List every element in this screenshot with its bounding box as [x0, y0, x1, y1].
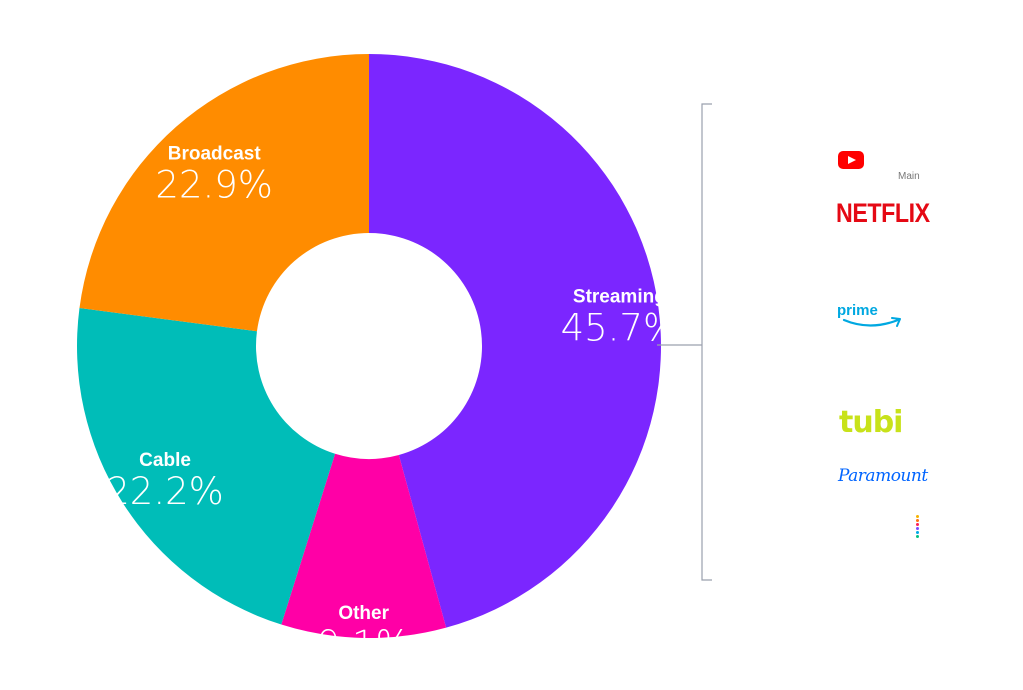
slice-value-cable: 22.2% — [106, 470, 224, 513]
slice-cable — [76, 308, 336, 625]
peacock-dot — [916, 527, 919, 530]
slice-name-other: Other — [338, 603, 389, 624]
slice-broadcast — [79, 54, 369, 332]
peacock-dot — [916, 531, 919, 534]
slice-name-broadcast: Broadcast — [168, 144, 262, 165]
prime-smile-icon — [842, 317, 901, 327]
slice-name-streaming: Streaming — [573, 286, 666, 307]
slice-value-other: 9.1% — [317, 623, 411, 666]
peacock-dot — [916, 523, 919, 526]
youtube-main-label: Main — [898, 171, 920, 182]
slice-name-cable: Cable — [139, 450, 191, 471]
peacock-dot — [916, 535, 919, 538]
peacock-dots-icon — [916, 515, 920, 539]
slices-group — [76, 54, 662, 639]
slice-streaming — [369, 54, 662, 628]
prime-logo: prime — [837, 302, 878, 319]
youtube-play-icon — [838, 151, 864, 169]
slice-other — [281, 453, 447, 639]
tubi-logo: tubi — [839, 405, 903, 440]
paramount-logo: Paramount — [838, 466, 928, 486]
streaming-bracket — [657, 103, 712, 581]
peacock-dot — [916, 519, 919, 522]
slice-value-broadcast: 22.9% — [155, 164, 273, 207]
peacock-dot — [916, 515, 919, 518]
slice-value-streaming: 45.7% — [561, 306, 679, 349]
netflix-logo: NETFLIX — [836, 198, 930, 228]
